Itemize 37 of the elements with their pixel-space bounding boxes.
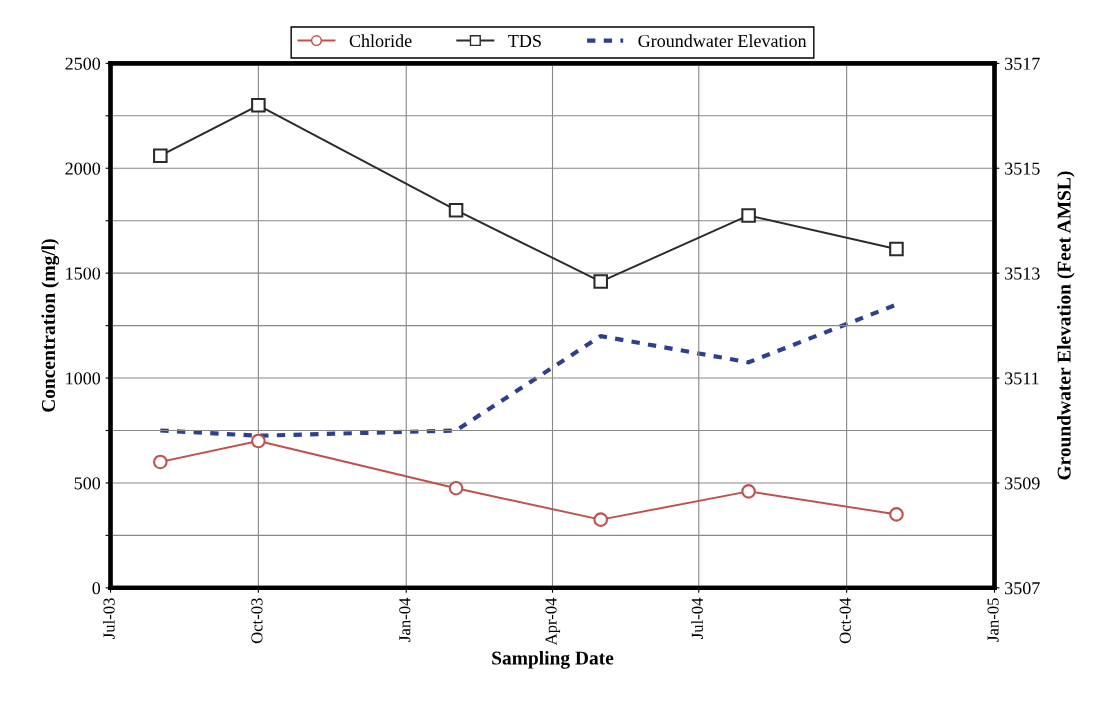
y2-tick-label: 3509 <box>1005 477 1040 490</box>
x-tick-label: Jan-05 <box>987 598 999 642</box>
point <box>448 202 464 218</box>
y-tick-label: 2500 <box>65 57 101 70</box>
y-tick-label: 500 <box>74 477 101 490</box>
x-tick-label: Jan-04 <box>399 597 411 642</box>
y-tick-label: 2000 <box>65 162 101 175</box>
point <box>889 507 904 522</box>
y2-tick-label: 3507 <box>1005 582 1040 595</box>
legend-label: Groundwater Elevation <box>638 34 807 48</box>
y2-tick-label: 3515 <box>1005 162 1040 175</box>
y-tick-label: 1000 <box>66 372 101 385</box>
y2-tick-label: 3517 <box>1005 57 1040 70</box>
point <box>153 454 168 470</box>
point <box>251 433 266 449</box>
point <box>593 274 609 289</box>
y2-tick-label: 3511 <box>1005 372 1039 385</box>
point <box>741 208 756 223</box>
x-axis-title: Sampling Date <box>492 650 614 669</box>
point <box>889 241 904 257</box>
point <box>593 512 609 527</box>
y2-tick-label: 3513 <box>1005 267 1040 280</box>
point <box>741 484 756 499</box>
y2-axis-title: Groundwater Elevation (Feet AMSL) <box>1057 171 1075 480</box>
point <box>251 98 266 113</box>
y-tick-label: 0 <box>92 582 101 595</box>
point <box>153 148 168 163</box>
x-tick-label: Jul-03 <box>102 598 115 639</box>
y-axis-title: Concentration (mg/l) <box>41 239 60 412</box>
legend-label: Chloride <box>349 34 412 48</box>
x-tick-label: Oct-03 <box>251 598 263 644</box>
x-tick-label: Oct-04 <box>839 597 851 644</box>
y-tick-label: 1500 <box>66 267 101 280</box>
point <box>448 480 464 496</box>
x-tick-label: Apr-04 <box>545 597 561 646</box>
x-tick-label: Jul-04 <box>691 597 703 639</box>
legend-label: TDS <box>508 34 541 48</box>
